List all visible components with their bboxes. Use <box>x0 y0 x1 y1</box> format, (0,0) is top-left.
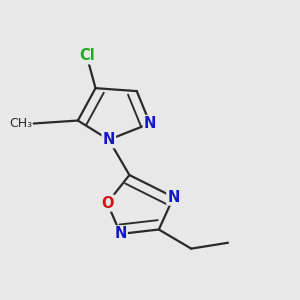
Text: N: N <box>103 132 115 147</box>
Text: CH₃: CH₃ <box>9 117 32 130</box>
Text: O: O <box>101 196 114 211</box>
Text: Cl: Cl <box>79 48 94 63</box>
Text: N: N <box>114 226 127 242</box>
Text: N: N <box>144 116 156 131</box>
Text: N: N <box>167 190 180 205</box>
